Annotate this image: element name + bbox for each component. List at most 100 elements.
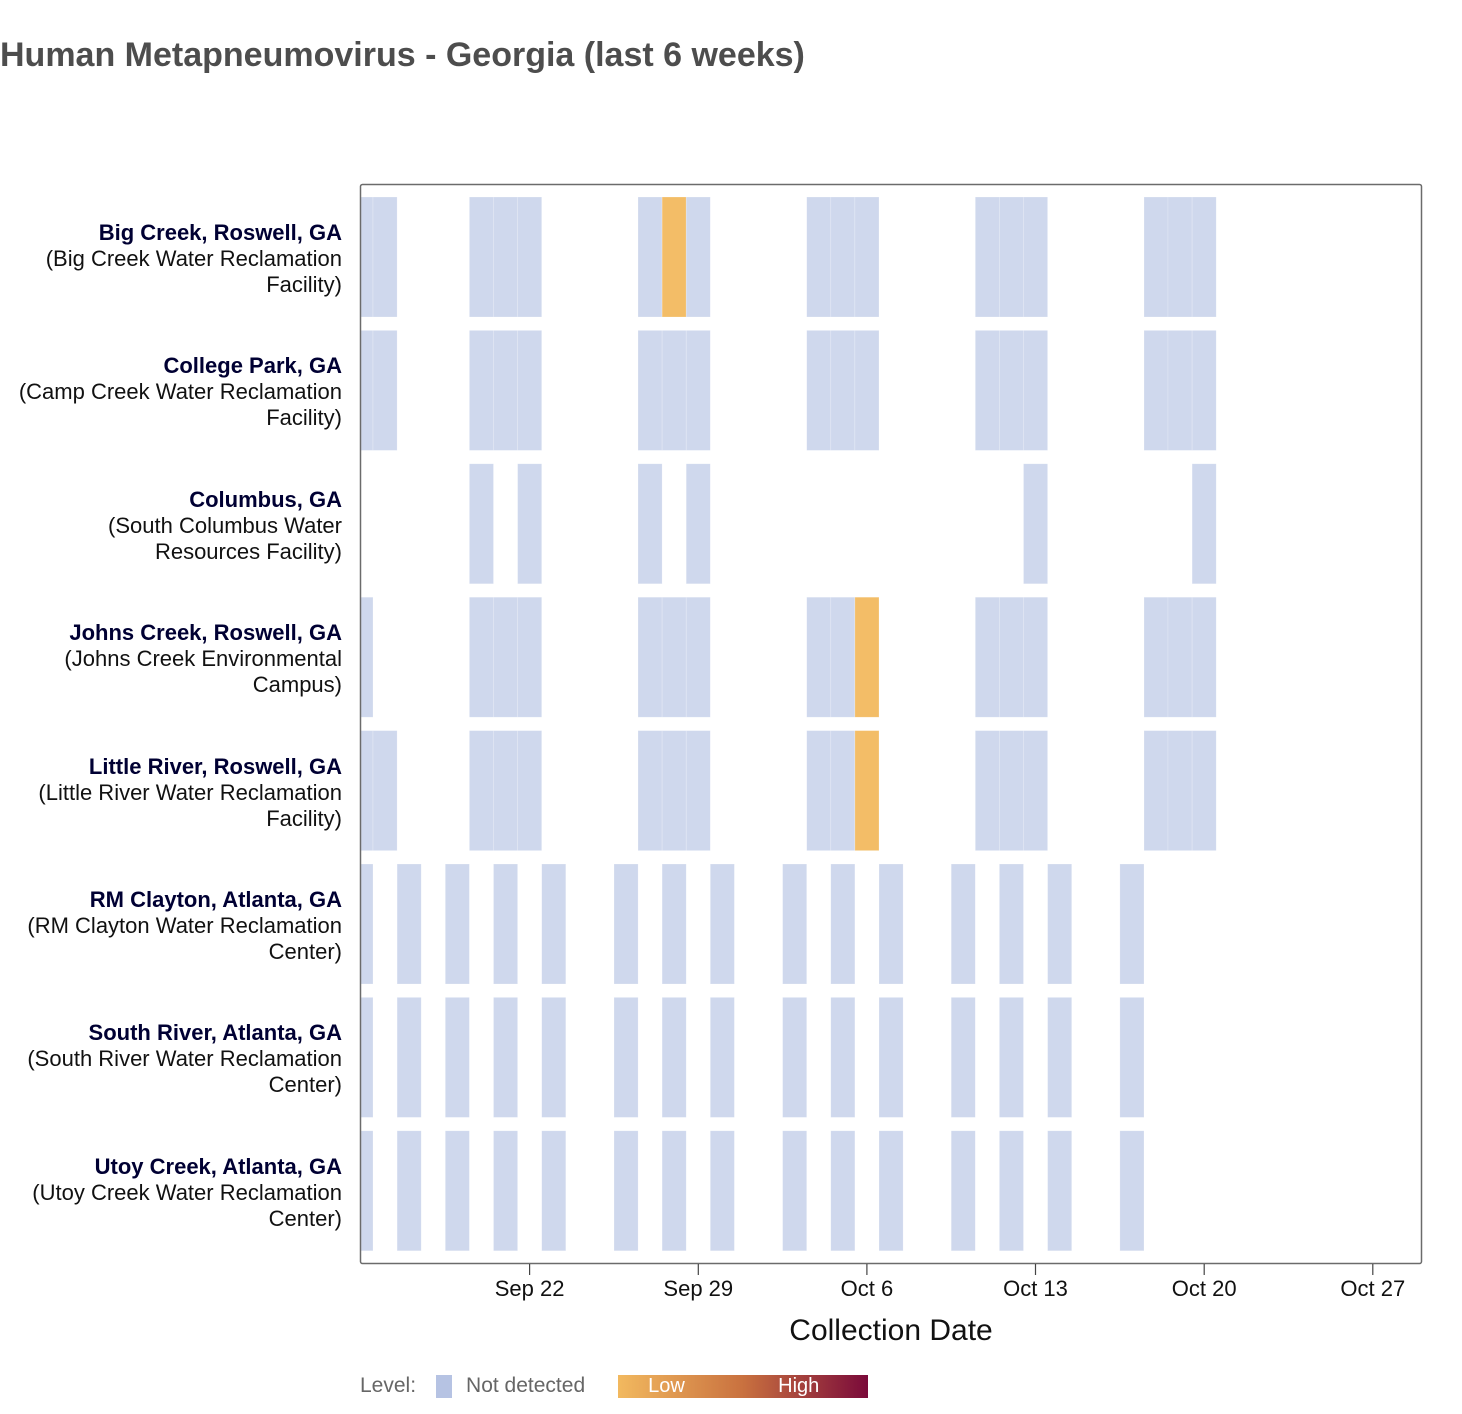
site-label: RM Clayton, Atlanta, GA (RM Clayton Water… — [12, 887, 342, 965]
heatmap-cell — [854, 730, 880, 851]
heatmap-cell — [854, 196, 880, 318]
heatmap-cell — [685, 463, 711, 585]
site-label: South River, Atlanta, GA (South River Wat… — [12, 1020, 342, 1098]
heatmap-cell — [999, 730, 1024, 851]
heatmap-cell — [974, 196, 1000, 318]
heatmap-cell — [493, 596, 518, 718]
heatmap-cell — [950, 1130, 976, 1252]
heatmap-cell — [1143, 730, 1169, 851]
heatmap-cell — [493, 1130, 518, 1252]
heatmap-cell — [613, 863, 639, 985]
heatmap-cell — [999, 1130, 1024, 1252]
heatmap-cell — [1191, 596, 1217, 718]
heatmap-cell — [830, 1130, 856, 1252]
legend-high-label: High — [778, 1374, 820, 1397]
x-tick-label: Sep 22 — [494, 1276, 565, 1301]
heatmap-cell — [950, 863, 976, 985]
heatmap-cell — [974, 596, 1000, 718]
heatmap-cell — [1047, 997, 1072, 1118]
heatmap-cell — [999, 330, 1024, 451]
heatmap-cell — [661, 1130, 687, 1252]
heatmap-cell — [1167, 730, 1193, 851]
heatmap-cell — [444, 1130, 470, 1252]
heatmap-cell — [830, 997, 856, 1118]
site-label: Little River, Roswell, GA (Little River W… — [12, 754, 342, 832]
heatmap-cell — [469, 596, 494, 718]
heatmap-cell — [1119, 863, 1145, 985]
legend: Level: Not detected Low High — [360, 1372, 869, 1400]
site-facility: (Johns Creek Environmental Campus) — [64, 646, 342, 698]
heatmap-cell — [1191, 463, 1217, 585]
heatmap-cell — [999, 997, 1024, 1118]
x-axis-label: Collection Date — [789, 1314, 993, 1347]
heatmap-cell — [637, 596, 663, 718]
x-axis-ticks — [528, 1264, 1374, 1275]
heatmap-cell — [661, 730, 687, 851]
heatmap-cell — [661, 997, 687, 1118]
x-tick-label: Oct 20 — [1171, 1276, 1237, 1301]
heatmap-cell — [685, 196, 711, 318]
heatmap-cell — [685, 330, 711, 451]
heatmap-cell — [999, 196, 1024, 318]
heatmap-cell — [469, 196, 494, 318]
site-facility: (Big Creek Water Reclamation Facility) — [45, 246, 342, 297]
heatmap-cell — [493, 730, 518, 851]
heatmap-cell — [613, 1130, 639, 1252]
site-label: Columbus, GA (South Columbus Water Resour… — [12, 487, 342, 565]
heatmap-cell — [830, 196, 856, 318]
heatmap-cell — [372, 730, 398, 851]
heatmap-cell — [637, 330, 663, 451]
heatmap-cell — [1023, 330, 1048, 451]
heatmap-cell — [469, 463, 494, 585]
site-facility: (Little River Water Reclamation Facility… — [38, 779, 342, 831]
heatmap-cell — [637, 730, 663, 851]
heatmap-cell — [517, 463, 542, 585]
heatmap-cell — [806, 330, 832, 451]
heatmap-cell — [517, 730, 542, 851]
legend-title: Level: — [360, 1374, 417, 1397]
legend-level-gradient: Low High — [618, 1374, 869, 1398]
heatmap-cell — [372, 196, 398, 318]
heatmap-cell — [661, 330, 687, 451]
site-facility: (South Columbus Water Resources Facility… — [108, 512, 342, 564]
heatmap-cell — [830, 596, 856, 718]
heatmap-cell — [360, 330, 374, 451]
heatmap-cell — [782, 1130, 807, 1252]
heatmap-cell — [806, 196, 832, 318]
site-name: Johns Creek, Roswell, GA — [69, 620, 342, 646]
heatmap-cell — [444, 863, 470, 985]
heatmap-cell — [854, 330, 880, 451]
heatmap-cell — [1023, 596, 1048, 718]
heatmap-cell — [517, 196, 542, 318]
site-name: Utoy Creek, Atlanta, GA — [94, 1153, 342, 1179]
x-tick-label: Sep 29 — [663, 1276, 734, 1301]
heatmap-cell — [974, 330, 1000, 451]
heatmap-cell — [396, 863, 422, 985]
heatmap-cell — [1119, 997, 1145, 1118]
heatmap-cell — [469, 730, 494, 851]
heatmap-cell — [1167, 330, 1193, 451]
heatmap-cell — [999, 596, 1024, 718]
heatmap-cell — [1047, 863, 1072, 985]
heatmap-cell — [360, 730, 374, 851]
heatmap-cell — [396, 1130, 422, 1252]
heatmap-cell — [360, 596, 374, 718]
site-name: Columbus, GA — [189, 486, 342, 512]
legend-not-detected-swatch — [436, 1374, 453, 1398]
heatmap-cell — [360, 997, 374, 1118]
legend-not-detected-label: Not detected — [466, 1374, 586, 1397]
heatmap-cell — [613, 997, 639, 1118]
x-tick-label: Oct 27 — [1340, 1276, 1406, 1301]
heatmap-cell — [709, 863, 735, 985]
heatmap-cell — [1143, 196, 1169, 318]
heatmap-cell — [830, 730, 856, 851]
heatmap-cell — [878, 997, 904, 1118]
heatmap-cell — [661, 196, 687, 318]
heatmap-cell — [541, 997, 567, 1118]
heatmap-cell — [1143, 330, 1169, 451]
heatmap-cell — [974, 730, 1000, 851]
heatmap-cell — [1191, 330, 1217, 451]
heatmap-cell — [1191, 196, 1217, 318]
heatmap-cell — [360, 863, 374, 985]
